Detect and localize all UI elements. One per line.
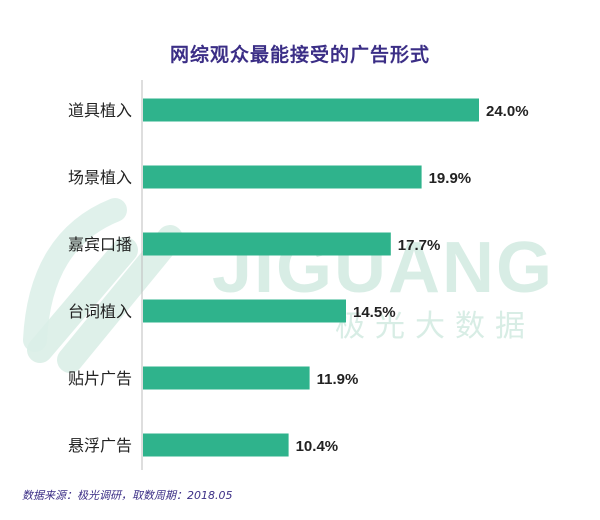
category-label: 场景植入 [68,168,132,187]
data-label: 24.0% [486,103,529,120]
bar [143,232,391,256]
bar [143,299,346,323]
category-label: 嘉宾口播 [68,235,132,254]
category-label: 悬浮广告 [68,436,132,455]
data-label: 10.4% [296,438,339,455]
watermark-brand-subtext: 极光大数据 [335,309,535,344]
bar [143,366,310,390]
data-label: 14.5% [353,304,396,321]
category-label: 道具植入 [68,101,132,120]
chart-title: 网综观众最能接受的广告形式 [169,44,430,66]
source-note: 数据来源：极光调研，取数周期：2018.05 [22,489,233,502]
bar [143,433,289,457]
data-label: 17.7% [398,237,441,254]
category-label: 台词植入 [68,302,132,321]
bar [143,98,479,122]
category-label: 贴片广告 [68,369,132,388]
data-label: 19.9% [429,170,472,187]
bar [143,165,422,189]
data-label: 11.9% [317,371,359,388]
